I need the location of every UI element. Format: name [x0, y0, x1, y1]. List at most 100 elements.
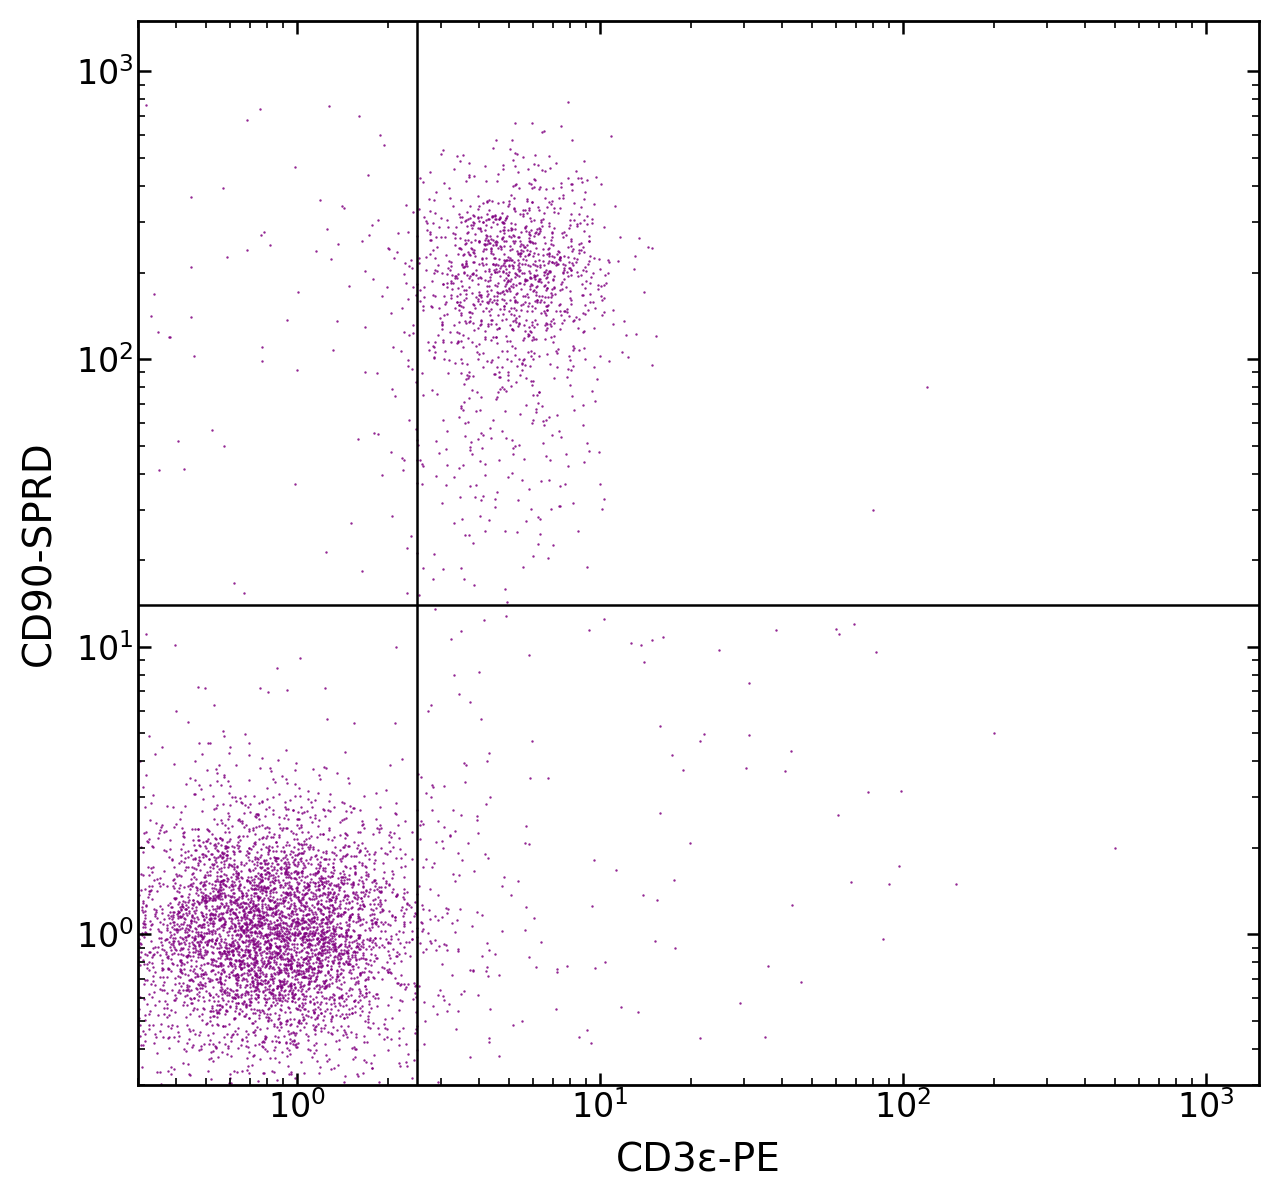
- Point: [330, 812, 351, 832]
- Point: [645, 931, 666, 950]
- Point: [244, 824, 265, 844]
- Point: [516, 322, 536, 341]
- Point: [287, 360, 307, 379]
- Point: [315, 844, 335, 863]
- Point: [541, 293, 562, 312]
- Point: [430, 228, 451, 247]
- Point: [238, 844, 259, 863]
- Point: [306, 983, 326, 1002]
- Point: [397, 895, 417, 914]
- Point: [312, 929, 333, 948]
- Point: [453, 281, 474, 300]
- Point: [255, 932, 275, 952]
- Point: [535, 234, 556, 253]
- Point: [553, 246, 573, 265]
- Point: [287, 912, 307, 931]
- Point: [169, 961, 189, 980]
- Point: [448, 278, 468, 298]
- Point: [257, 1008, 278, 1027]
- Point: [323, 888, 343, 907]
- Point: [278, 984, 298, 1003]
- Point: [502, 336, 522, 355]
- Point: [262, 980, 283, 1000]
- Point: [664, 938, 685, 958]
- Point: [406, 1016, 426, 1036]
- Point: [191, 1037, 211, 1056]
- Point: [236, 898, 256, 917]
- Point: [284, 887, 305, 906]
- Point: [303, 959, 324, 978]
- Point: [264, 968, 284, 988]
- Point: [282, 890, 302, 910]
- Point: [370, 893, 390, 912]
- Point: [275, 907, 296, 926]
- Point: [296, 1004, 316, 1024]
- Point: [241, 925, 261, 944]
- Point: [276, 971, 297, 990]
- Point: [333, 996, 353, 1015]
- Point: [502, 270, 522, 289]
- Point: [275, 913, 296, 932]
- Point: [390, 974, 411, 994]
- Point: [215, 850, 236, 869]
- Point: [247, 952, 268, 971]
- Point: [371, 922, 392, 941]
- Point: [340, 796, 361, 815]
- Point: [266, 978, 287, 997]
- Point: [471, 314, 492, 334]
- Point: [273, 882, 293, 901]
- Point: [362, 932, 383, 952]
- Point: [410, 254, 430, 274]
- Point: [502, 464, 522, 484]
- Point: [536, 265, 557, 284]
- Point: [576, 170, 596, 190]
- Point: [274, 892, 294, 911]
- Point: [535, 329, 556, 348]
- Point: [315, 858, 335, 877]
- Point: [150, 821, 170, 840]
- Point: [305, 865, 325, 884]
- Point: [328, 904, 348, 923]
- Point: [200, 834, 220, 853]
- Point: [579, 230, 599, 250]
- Point: [329, 988, 349, 1007]
- Point: [330, 941, 351, 960]
- Point: [319, 977, 339, 996]
- Point: [247, 954, 268, 973]
- Point: [392, 900, 412, 919]
- Point: [218, 899, 238, 918]
- Point: [303, 959, 324, 978]
- Point: [209, 882, 229, 901]
- Point: [205, 970, 225, 989]
- Point: [342, 1038, 362, 1057]
- Point: [191, 902, 211, 922]
- Point: [184, 894, 205, 913]
- Point: [177, 946, 197, 965]
- Point: [264, 878, 284, 898]
- Point: [312, 940, 333, 959]
- Point: [366, 818, 387, 838]
- Point: [525, 266, 545, 286]
- Point: [311, 946, 332, 965]
- Point: [321, 895, 342, 914]
- Point: [477, 848, 498, 868]
- Point: [296, 918, 316, 937]
- Point: [255, 894, 275, 913]
- Point: [298, 876, 319, 895]
- Point: [436, 293, 457, 312]
- Point: [524, 155, 544, 174]
- Point: [250, 960, 270, 979]
- Point: [177, 948, 197, 967]
- Point: [502, 431, 522, 450]
- Point: [346, 846, 366, 865]
- Point: [297, 853, 317, 872]
- Point: [333, 944, 353, 964]
- Point: [347, 1064, 367, 1084]
- Point: [422, 800, 443, 820]
- Point: [439, 350, 460, 370]
- Point: [273, 892, 293, 911]
- Point: [349, 841, 370, 860]
- Point: [238, 881, 259, 900]
- Point: [198, 968, 219, 988]
- Point: [358, 961, 379, 980]
